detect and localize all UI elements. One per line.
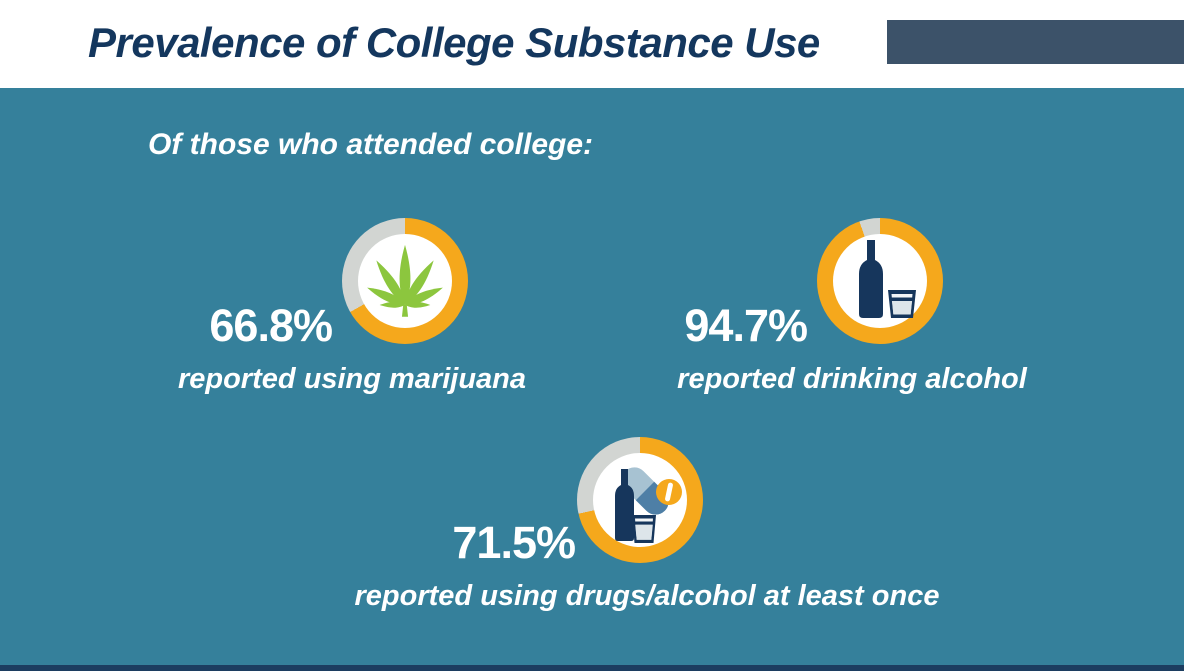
drugs-alcohol-pills-icon	[593, 453, 687, 547]
stat-label-marijuana: reported using marijuana	[177, 363, 527, 395]
page-title: Prevalence of College Substance Use	[88, 19, 820, 66]
donut-chart-drugs-alcohol	[577, 437, 703, 563]
footer-accent-bar	[0, 665, 1184, 671]
donut-hole	[833, 234, 927, 328]
stat-value-drugs-alcohol: 71.5%	[452, 517, 576, 568]
donut-hole	[358, 234, 452, 328]
header: Prevalence of College Substance Use	[0, 0, 1184, 88]
marijuana-leaf-icon	[357, 233, 453, 329]
stat-value-alcohol: 94.7%	[684, 300, 808, 351]
header-accent-bar	[887, 20, 1184, 64]
stat-label-alcohol: reported drinking alcohol	[677, 363, 1027, 395]
stat-value-marijuana: 66.8%	[209, 300, 333, 351]
alcohol-bottle-glass-icon	[833, 234, 927, 328]
donut-hole	[593, 453, 687, 547]
donut-chart-marijuana	[342, 218, 468, 344]
stat-label-drugs-alcohol: reported using drugs/alcohol at least on…	[354, 580, 940, 612]
intro-text: Of those who attended college:	[148, 128, 594, 161]
donut-chart-alcohol	[817, 218, 943, 344]
